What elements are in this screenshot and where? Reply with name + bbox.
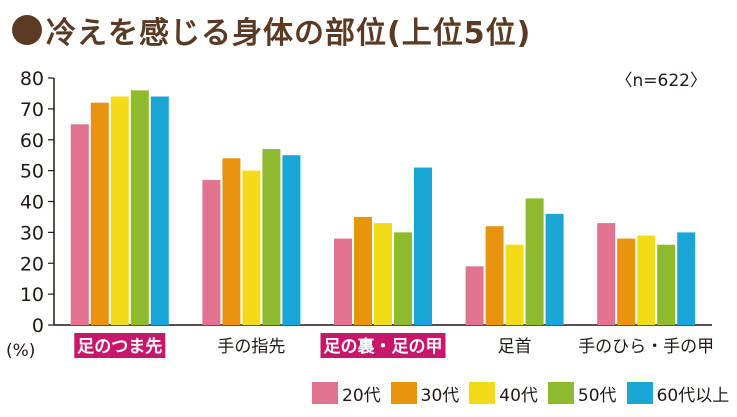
- bar: [505, 244, 524, 325]
- bar: [617, 238, 636, 325]
- bar: [150, 96, 169, 326]
- bar: [637, 235, 656, 325]
- legend-item: 20代: [312, 381, 381, 406]
- y-tick-label: 70: [20, 99, 44, 121]
- bar: [202, 179, 221, 325]
- legend-swatch: [547, 382, 574, 404]
- category-label-highlight: [320, 333, 446, 358]
- legend-item: 40代: [469, 381, 538, 406]
- legend-item: 50代: [547, 381, 617, 406]
- chart-title-text: 冷えを感じる身体の部位(上位5位): [46, 16, 532, 51]
- x-category-label: 足のつま先: [77, 336, 162, 357]
- y-tick-label: 80: [20, 68, 44, 90]
- y-axis-label: (%): [6, 341, 35, 361]
- x-category-label: 手の指先: [217, 337, 285, 357]
- bar: [110, 96, 129, 326]
- bar: [545, 213, 564, 325]
- bar: [414, 167, 432, 325]
- y-tick-label: 40: [20, 192, 44, 214]
- bar: [70, 124, 89, 325]
- bar: [242, 170, 261, 325]
- sample-size-note: 〈n=622〉: [615, 71, 707, 91]
- legend-swatch: [626, 382, 653, 404]
- bar: [465, 266, 484, 325]
- legend-item: 60代以上: [626, 381, 730, 406]
- bar: [525, 198, 544, 325]
- legend-swatch: [390, 382, 417, 404]
- y-tick-label: 20: [20, 253, 44, 275]
- legend-label: 60代以上: [656, 385, 730, 406]
- bar: [222, 158, 241, 325]
- chart-title: 冷えを感じる身体の部位(上位5位): [12, 8, 531, 52]
- bar: [394, 232, 412, 325]
- legend-item: 30代: [390, 381, 460, 406]
- legend-swatch: [469, 382, 496, 404]
- title-bullet-icon: [12, 15, 42, 45]
- bar: [485, 226, 504, 325]
- legend-label: 40代: [499, 385, 538, 406]
- x-category-label: 足首: [498, 337, 532, 357]
- bar: [677, 232, 696, 325]
- y-tick-label: 30: [20, 222, 44, 244]
- bar: [334, 238, 352, 325]
- bar: [90, 102, 109, 325]
- bar: [597, 223, 616, 325]
- legend-swatch: [312, 382, 338, 404]
- x-category-label: 足の裏・足の甲: [324, 336, 443, 357]
- bar: [354, 216, 372, 325]
- bar: [657, 244, 676, 325]
- y-tick-label: 60: [20, 130, 44, 152]
- y-tick-label: 0: [32, 315, 44, 337]
- bar: [374, 223, 392, 325]
- chart-legend: 20代 30代 40代 50代 60代以上: [312, 380, 729, 406]
- x-category-label: 手のひら・手の甲: [578, 337, 714, 357]
- legend-label: 30代: [420, 385, 460, 406]
- legend-label: 20代: [342, 385, 381, 406]
- legend-label: 50代: [577, 385, 617, 406]
- bar: [282, 155, 301, 325]
- y-tick-label: 50: [20, 161, 44, 183]
- bar: [130, 90, 149, 325]
- category-label-highlight: [74, 333, 166, 358]
- bar: [262, 149, 281, 325]
- y-tick-label: 10: [20, 284, 44, 306]
